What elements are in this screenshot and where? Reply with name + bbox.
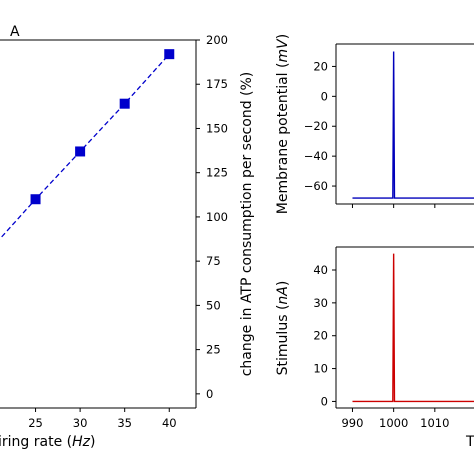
stimulus-y-tick-label: 0 <box>321 394 328 408</box>
stimulus-x-tick-label: 1000 <box>379 416 408 430</box>
membrane-x-ticks <box>351 204 436 208</box>
panel-a-y-ticks: 0 25 50 75 100 125 150 175 200 <box>196 33 228 401</box>
panel-a: A 0 25 50 75 100 125 150 175 200 25 30 35 40 iring … <box>0 24 255 450</box>
membrane-series <box>352 51 474 199</box>
panel-a-x-tick-label: 30 <box>73 416 88 430</box>
panel-a-x-tick-label: 25 <box>28 416 43 430</box>
panel-a-y-tick-label: 0 <box>206 387 213 401</box>
panel-a-y-tick-label: 125 <box>206 166 228 180</box>
panel-a-x-tick-label: 35 <box>117 416 132 430</box>
panel-stimulus: 0 10 20 30 40 990 1000 1010 Stimulus (nA) T <box>275 246 474 450</box>
membrane-y-tick-label: −40 <box>304 149 328 163</box>
panel-label-a: A <box>10 24 20 40</box>
atp-data-point <box>119 98 130 109</box>
panel-a-y-tick-label: 25 <box>206 343 221 357</box>
panel-a-y-tick-label: 75 <box>206 254 221 268</box>
stimulus-x-tick-label: 990 <box>341 416 363 430</box>
membrane-y-tick-label: −20 <box>304 119 328 133</box>
membrane-y-tick-label: −60 <box>304 179 328 193</box>
stimulus-y-label: Stimulus (nA) <box>275 281 291 376</box>
panel-a-x-tick-label: 40 <box>162 416 177 430</box>
panel-a-y-tick-label: 200 <box>206 33 228 47</box>
stimulus-y-tick-label: 30 <box>313 296 328 310</box>
stimulus-x-ticks: 990 1000 1010 <box>341 408 449 430</box>
membrane-y-tick-label: 20 <box>313 59 328 73</box>
panel-membrane: 20 0 −20 −40 −60 Membrane potential (mV) <box>275 34 474 214</box>
panel-a-series <box>0 49 175 240</box>
membrane-y-ticks: 20 0 −20 −40 −60 <box>304 59 336 193</box>
stimulus-series <box>352 253 474 403</box>
atp-data-point <box>164 49 175 60</box>
stimulus-y-tick-label: 20 <box>313 329 328 343</box>
stimulus-x-label: T <box>465 434 474 450</box>
panel-a-y-label: change in ATP consumption per second (%) <box>239 72 255 377</box>
atp-data-point <box>30 194 41 205</box>
panel-a-y-tick-label: 150 <box>206 121 228 135</box>
atp-data-point <box>75 146 86 157</box>
panel-a-x-ticks: 25 30 35 40 <box>28 408 177 430</box>
stimulus-x-tick-label: 1010 <box>420 416 449 430</box>
stimulus-trace <box>352 253 474 403</box>
panel-a-y-tick-label: 100 <box>206 210 228 224</box>
membrane-y-tick-label: 0 <box>321 89 328 103</box>
stimulus-y-tick-label: 40 <box>313 263 328 277</box>
panel-a-y-tick-label: 50 <box>206 298 221 312</box>
stimulus-y-tick-label: 10 <box>313 362 328 376</box>
stimulus-y-ticks: 0 10 20 30 40 <box>313 263 336 408</box>
panel-a-x-label: iring rate (Hz) <box>0 434 95 450</box>
membrane-y-label: Membrane potential (mV) <box>275 34 291 214</box>
membrane-trace <box>352 51 474 199</box>
panel-a-y-tick-label: 175 <box>206 77 228 91</box>
